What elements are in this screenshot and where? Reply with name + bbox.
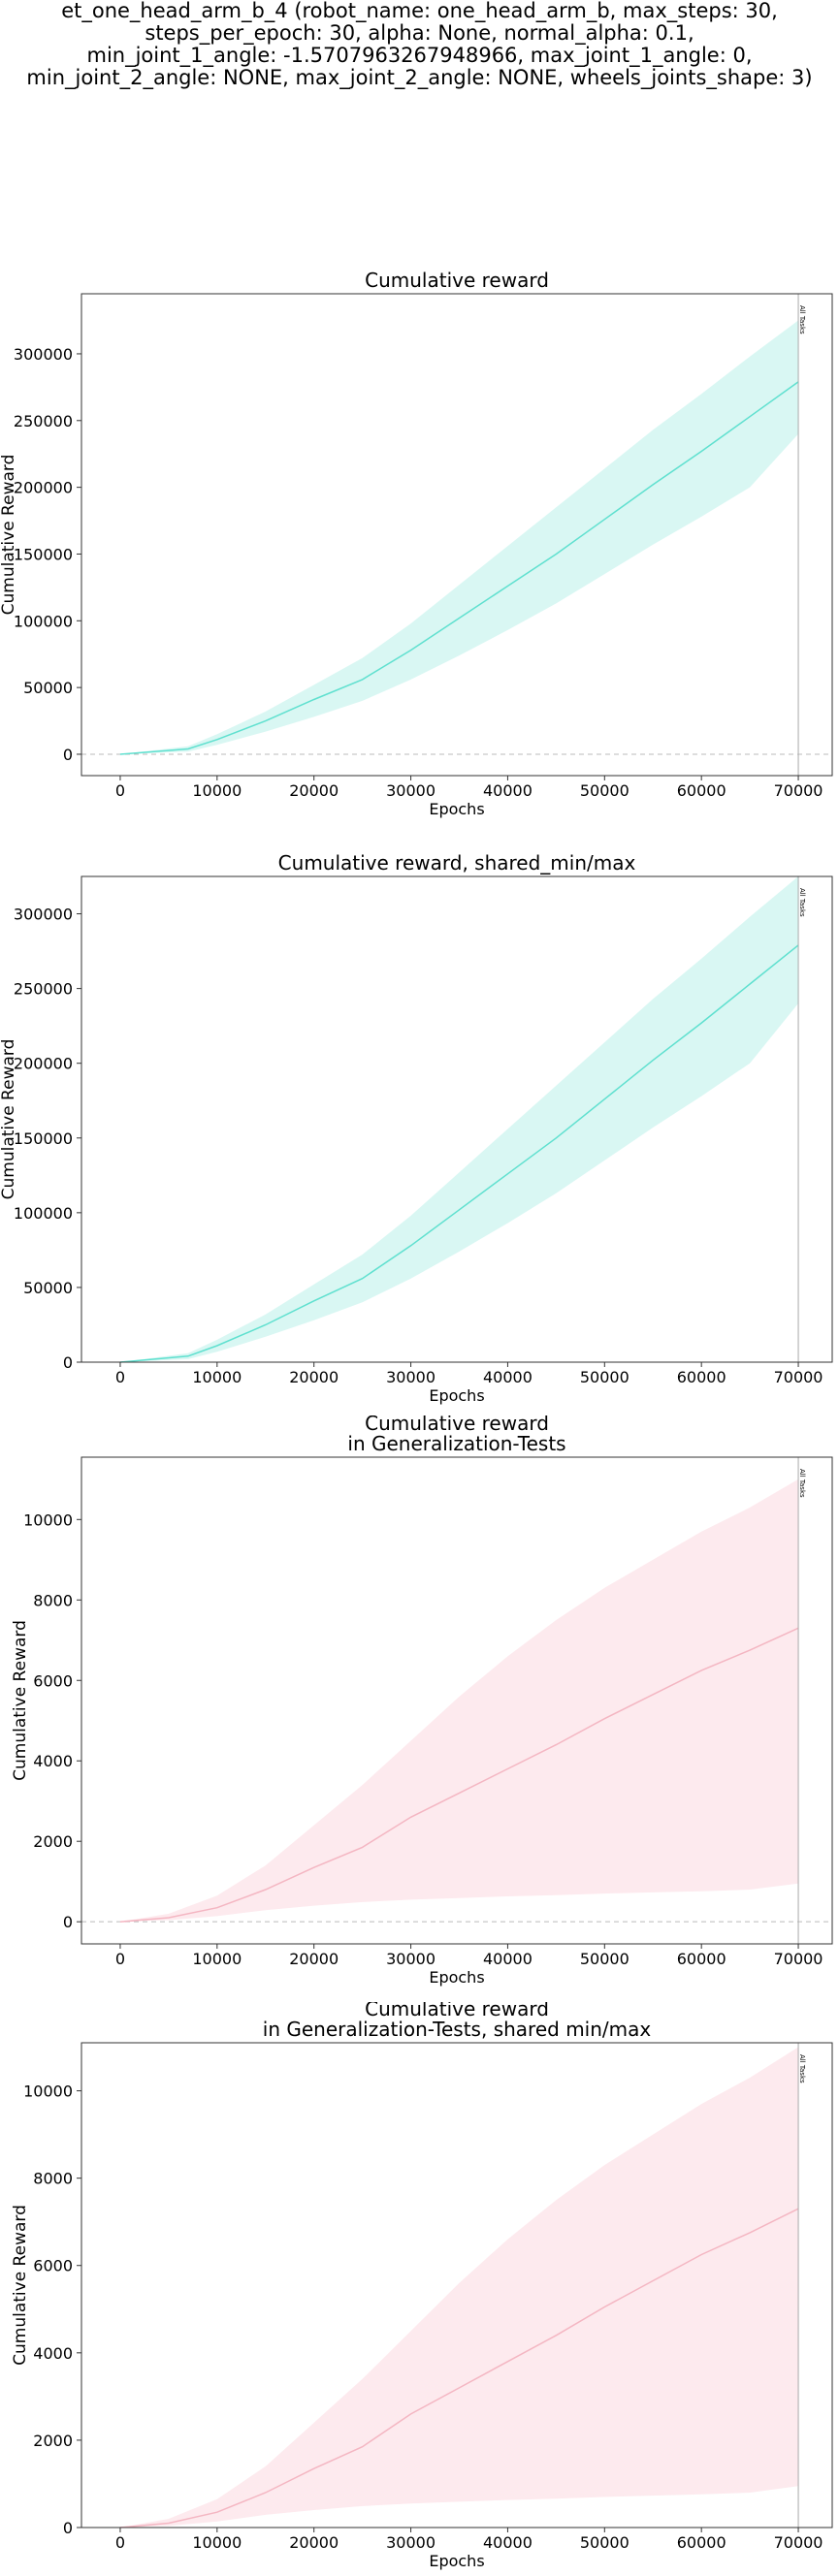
y-axis-label: Cumulative Reward bbox=[11, 1620, 30, 1781]
x-tick-label: 70000 bbox=[774, 781, 823, 800]
x-tick-label: 70000 bbox=[774, 1950, 823, 1968]
y-tick-label: 2000 bbox=[33, 1832, 73, 1851]
y-axis-label: Cumulative Reward bbox=[11, 2205, 30, 2366]
confidence-band bbox=[119, 876, 798, 1362]
confidence-band bbox=[119, 320, 798, 754]
y-tick-label: 50000 bbox=[23, 1279, 73, 1297]
x-tick-label: 10000 bbox=[192, 781, 242, 800]
chart-title: Cumulative reward bbox=[365, 271, 549, 292]
x-tick-label: 60000 bbox=[677, 1368, 726, 1386]
x-tick-label: 20000 bbox=[289, 781, 339, 800]
plot-frame bbox=[81, 875, 833, 1363]
x-tick-label: 60000 bbox=[677, 781, 726, 800]
plot-frame bbox=[81, 2042, 833, 2528]
y-tick-label: 4000 bbox=[33, 2344, 73, 2363]
y-tick-label: 6000 bbox=[33, 1671, 73, 1690]
x-axis-label: Epochs bbox=[429, 2552, 484, 2570]
all-tasks-label: All Tasks bbox=[798, 2054, 806, 2083]
x-tick-label: 60000 bbox=[677, 1950, 726, 1968]
x-tick-label: 0 bbox=[115, 1368, 125, 1386]
y-tick-label: 10000 bbox=[23, 2083, 73, 2101]
x-tick-label: 50000 bbox=[580, 781, 629, 800]
x-tick-label: 0 bbox=[115, 781, 125, 800]
chart-title: Cumulative reward bbox=[365, 1415, 549, 1435]
x-tick-label: 30000 bbox=[386, 1368, 436, 1386]
cumulative-reward-chart: Cumulative reward All Tasks 0 10000 20000 300… bbox=[0, 271, 833, 818]
confidence-band bbox=[119, 1479, 798, 1923]
x-tick-label: 50000 bbox=[580, 1368, 629, 1386]
all-tasks-label: All Tasks bbox=[798, 888, 806, 917]
x-tick-label: 60000 bbox=[677, 2533, 726, 2552]
all-tasks-label: All Tasks bbox=[798, 1469, 806, 1498]
plot-frame bbox=[81, 1456, 833, 1945]
y-tick-label: 200000 bbox=[14, 479, 73, 497]
plot-frame bbox=[81, 293, 833, 777]
y-tick-label: 0 bbox=[63, 746, 73, 764]
y-tick-label: 250000 bbox=[14, 980, 73, 999]
y-tick-label: 4000 bbox=[33, 1752, 73, 1770]
x-tick-label: 10000 bbox=[192, 1950, 242, 1968]
x-tick-label: 70000 bbox=[774, 1368, 823, 1386]
y-tick-label: 6000 bbox=[33, 2257, 73, 2275]
x-axis-label: Epochs bbox=[429, 800, 484, 818]
confidence-band bbox=[119, 2047, 798, 2528]
y-tick-label: 8000 bbox=[33, 1591, 73, 1609]
y-tick-label: 150000 bbox=[14, 1129, 73, 1148]
chart-title: in Generalization-Tests, shared min/max bbox=[263, 2018, 652, 2041]
x-tick-label: 40000 bbox=[483, 2533, 532, 2552]
x-tick-label: 30000 bbox=[386, 2533, 436, 2552]
y-tick-label: 300000 bbox=[14, 345, 73, 364]
y-tick-label: 0 bbox=[63, 1913, 73, 1931]
y-axis-label: Cumulative Reward bbox=[0, 1039, 18, 1200]
mean-reward-line bbox=[119, 381, 799, 755]
cumulative-reward-shared-chart: Cumulative reward, shared_min/max All Tas… bbox=[0, 853, 833, 1405]
x-tick-label: 10000 bbox=[192, 2533, 242, 2552]
y-tick-label: 150000 bbox=[14, 545, 73, 563]
x-tick-label: 20000 bbox=[289, 1950, 339, 1968]
y-tick-label: 10000 bbox=[23, 1511, 73, 1529]
y-axis-label: Cumulative Reward bbox=[0, 455, 18, 616]
y-tick-label: 50000 bbox=[23, 679, 73, 697]
x-tick-label: 40000 bbox=[483, 1950, 532, 1968]
y-tick-label: 2000 bbox=[33, 2432, 73, 2450]
y-tick-label: 250000 bbox=[14, 412, 73, 430]
y-tick-label: 300000 bbox=[14, 906, 73, 924]
chart-title: Cumulative reward bbox=[365, 2002, 549, 2020]
x-tick-label: 10000 bbox=[192, 1368, 242, 1386]
figure-title: et_one_head_arm_b_4 (robot_name: one_hea… bbox=[26, 0, 813, 89]
x-tick-label: 30000 bbox=[386, 1950, 436, 1968]
y-tick-label: 100000 bbox=[14, 612, 73, 630]
x-tick-label: 0 bbox=[115, 2533, 125, 2552]
all-tasks-label: All Tasks bbox=[798, 305, 806, 334]
mean-reward-line bbox=[119, 1627, 799, 1923]
mean-reward-line bbox=[119, 944, 799, 1363]
y-tick-label: 200000 bbox=[14, 1055, 73, 1073]
x-axis-label: Epochs bbox=[429, 1386, 484, 1405]
y-tick-label: 0 bbox=[63, 2519, 73, 2537]
mean-reward-line bbox=[119, 2208, 799, 2528]
y-tick-label: 0 bbox=[63, 1353, 73, 1372]
x-tick-label: 70000 bbox=[774, 2533, 823, 2552]
x-tick-label: 30000 bbox=[386, 781, 436, 800]
x-tick-label: 40000 bbox=[483, 781, 532, 800]
x-tick-label: 50000 bbox=[580, 1950, 629, 1968]
x-tick-label: 0 bbox=[115, 1950, 125, 1968]
x-axis-label: Epochs bbox=[429, 1968, 484, 1987]
x-tick-label: 40000 bbox=[483, 1368, 532, 1386]
x-tick-label: 20000 bbox=[289, 2533, 339, 2552]
x-tick-label: 20000 bbox=[289, 1368, 339, 1386]
y-tick-label: 100000 bbox=[14, 1204, 73, 1223]
chart-title: Cumulative reward, shared_min/max bbox=[278, 853, 636, 875]
y-tick-label: 8000 bbox=[33, 2170, 73, 2188]
chart-title: in Generalization-Tests bbox=[347, 1432, 565, 1455]
x-tick-label: 50000 bbox=[580, 2533, 629, 2552]
